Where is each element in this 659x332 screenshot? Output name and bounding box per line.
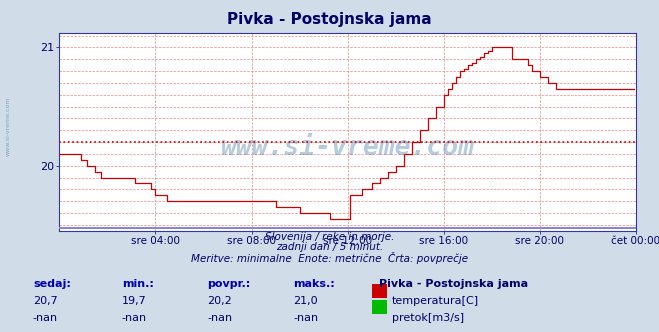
Text: Pivka - Postojnska jama: Pivka - Postojnska jama: [227, 12, 432, 27]
Text: pretok[m3/s]: pretok[m3/s]: [392, 313, 464, 323]
Text: www.si-vreme.com: www.si-vreme.com: [221, 135, 474, 161]
Text: 20,7: 20,7: [33, 296, 58, 306]
Text: 21,0: 21,0: [293, 296, 318, 306]
Text: temperatura[C]: temperatura[C]: [392, 296, 479, 306]
Text: -nan: -nan: [293, 313, 318, 323]
Text: -nan: -nan: [122, 313, 147, 323]
Text: 19,7: 19,7: [122, 296, 147, 306]
Text: -nan: -nan: [208, 313, 233, 323]
Text: min.:: min.:: [122, 279, 154, 289]
Text: Slovenija / reke in morje.: Slovenija / reke in morje.: [265, 232, 394, 242]
Text: sedaj:: sedaj:: [33, 279, 71, 289]
Text: zadnji dan / 5 minut.: zadnji dan / 5 minut.: [276, 242, 383, 252]
Text: Meritve: minimalne  Enote: metrične  Črta: povprečje: Meritve: minimalne Enote: metrične Črta:…: [191, 252, 468, 264]
Text: -nan: -nan: [33, 313, 58, 323]
Text: povpr.:: povpr.:: [208, 279, 251, 289]
Text: maks.:: maks.:: [293, 279, 335, 289]
Text: 20,2: 20,2: [208, 296, 233, 306]
Text: www.si-vreme.com: www.si-vreme.com: [5, 96, 11, 156]
Text: Pivka - Postojnska jama: Pivka - Postojnska jama: [379, 279, 528, 289]
